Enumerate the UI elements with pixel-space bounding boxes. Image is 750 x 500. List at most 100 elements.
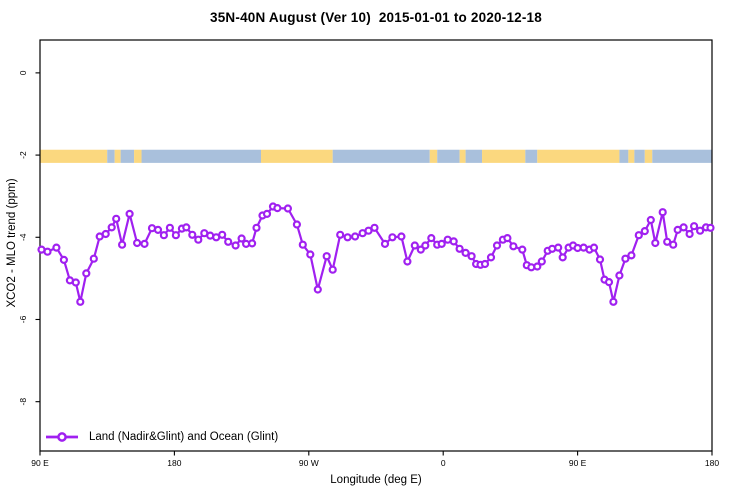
map-strip-land [261, 149, 333, 163]
data-point [380, 239, 390, 248]
map-strip-ocean [120, 149, 135, 163]
data-point [182, 223, 191, 232]
data-point [461, 248, 470, 257]
data-point [159, 231, 168, 240]
map-strip-land [628, 149, 635, 163]
data-point [554, 243, 563, 252]
map-strip-land [537, 149, 620, 163]
data-point [558, 253, 567, 262]
data-point [313, 285, 322, 294]
map-strip-ocean [465, 149, 483, 163]
data-point [322, 252, 331, 261]
data-point [589, 243, 599, 252]
data-point [194, 235, 203, 244]
data-point [248, 239, 257, 248]
data-point [480, 259, 490, 269]
data-point [595, 255, 605, 264]
data-point [89, 254, 98, 263]
legend-marker-icon [46, 432, 78, 442]
map-strip-ocean [437, 149, 460, 163]
y-tick-label: -2 [18, 151, 28, 159]
map-strip-land [40, 149, 108, 163]
map-strip-land [644, 149, 653, 163]
data-point [397, 232, 406, 241]
data-point [76, 297, 85, 306]
map-strip-ocean [652, 149, 712, 163]
data-point [403, 257, 412, 266]
legend-label: Land (Nadir&Glint) and Ocean (Glint) [89, 431, 279, 443]
data-point [292, 220, 301, 229]
data-point [283, 204, 292, 213]
data-point [252, 223, 261, 232]
data-point [71, 278, 80, 287]
data-point [107, 223, 116, 232]
data-point [537, 257, 546, 266]
map-strip-ocean [332, 149, 430, 163]
data-point [658, 208, 667, 217]
data-point [533, 262, 542, 271]
data-point [59, 255, 69, 264]
data-point [427, 234, 436, 243]
data-point [621, 254, 630, 263]
data-point [188, 230, 197, 239]
plot-border [39, 39, 713, 452]
y-tick-label: -4 [18, 233, 28, 241]
y-tick-label: -8 [18, 398, 28, 406]
chart-title: 35N-40N August (Ver 10) 2015-01-01 to 20… [210, 10, 542, 25]
data-point [627, 251, 636, 260]
legend-circle [57, 432, 67, 442]
data-point [421, 241, 430, 250]
data-point [706, 223, 715, 232]
map-strip-ocean [107, 149, 115, 163]
data-point [218, 230, 227, 239]
data-point [343, 233, 352, 242]
map-strip-ocean [141, 149, 262, 163]
data-point [171, 231, 180, 240]
series-line [40, 205, 712, 303]
data-point [351, 232, 360, 241]
data-point [679, 223, 688, 232]
data-point [651, 238, 660, 248]
data-point [82, 269, 91, 278]
data-point [492, 241, 502, 250]
data-point [231, 241, 240, 250]
y-tick-label: -6 [18, 315, 28, 323]
data-point [486, 253, 496, 262]
data-point [663, 237, 672, 246]
data-point [298, 240, 307, 249]
y-tick-label: 0 [18, 70, 28, 75]
data-point [640, 227, 649, 236]
data-point [125, 209, 134, 218]
data-point [669, 240, 678, 249]
x-tick-label: 180 [167, 458, 181, 468]
data-point [224, 237, 233, 246]
data-point [503, 234, 512, 243]
data-point [509, 242, 518, 251]
data-point [634, 231, 643, 240]
data-point [437, 239, 446, 248]
data-point [140, 239, 149, 248]
x-tick-label: 90 E [31, 458, 49, 468]
x-tick-label: 180 [705, 458, 719, 468]
data-point [364, 226, 373, 235]
map-strip-land [114, 149, 121, 163]
x-axis-title: Longitude (deg E) [330, 474, 422, 486]
data-point [518, 245, 527, 254]
data-point [685, 229, 694, 239]
legend: Land (Nadir&Glint) and Ocean (Glint) [44, 429, 278, 445]
data-point [101, 229, 110, 239]
data-point [646, 215, 655, 225]
map-strip-ocean [619, 149, 629, 163]
map-strip-ocean [525, 149, 538, 163]
x-tick-label: 90 E [569, 458, 587, 468]
map-strip-ocean [634, 149, 645, 163]
data-point [43, 247, 52, 256]
map-strip-land [482, 149, 526, 163]
data-point [165, 223, 174, 232]
data-point [370, 223, 379, 232]
data-point [306, 250, 315, 259]
map-strip-land [429, 149, 438, 163]
x-tick-label: 90 W [299, 458, 319, 468]
